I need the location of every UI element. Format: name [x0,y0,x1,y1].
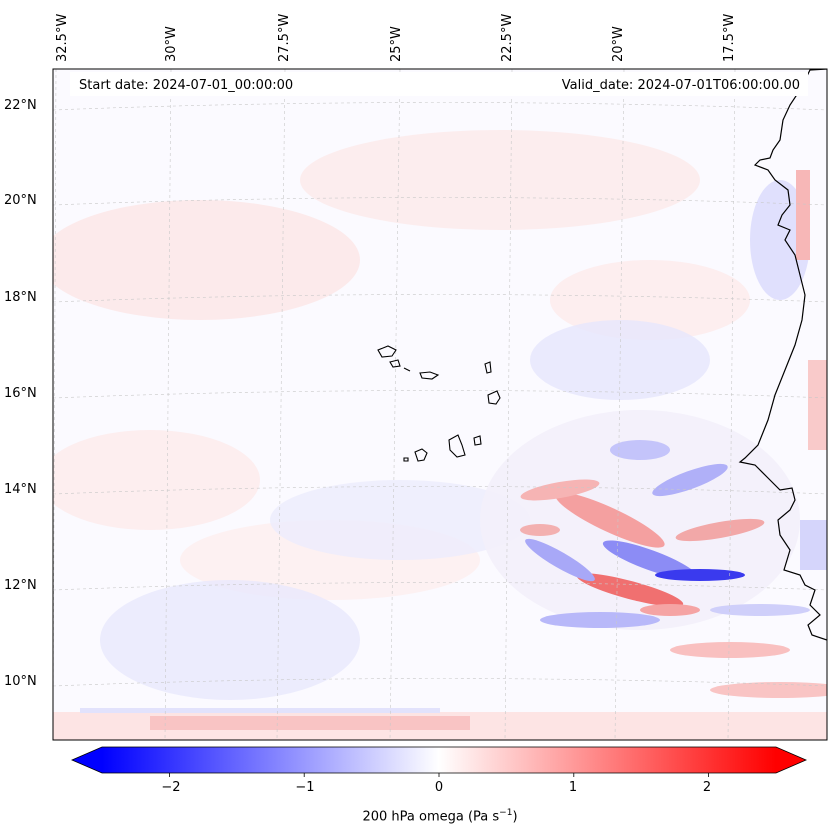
lon-label: 32.5°W [55,13,70,62]
colorbar [70,746,808,777]
lon-label: 27.5°W [277,13,292,62]
lon-label: 20°W [611,26,626,62]
lat-label: 14°N [4,482,37,497]
colorbar-tick-label: −1 [295,780,315,795]
colorbar-tick-label: 2 [702,780,712,795]
start-date-label: Start date: 2024-07-01_00:00:00 [79,78,294,93]
lat-label: 12°N [4,578,37,593]
colorbar-tick-label: 0 [434,780,444,795]
lon-label: 25°W [389,26,404,62]
colorbar-min-extend [72,747,102,773]
valid-date-label: Valid_date: 2024-07-01T06:00:00.00 [561,78,800,93]
colorbar-tick-label: −2 [161,780,181,795]
cape-verde-islands [377,345,501,462]
lon-label: 22.5°W [500,13,515,62]
coastline [738,69,827,641]
colorbar-label: 200 hPa omega (Pa s−1) [362,808,518,825]
omega-field [53,69,827,740]
header-band [70,72,808,96]
lat-label: 10°N [4,674,37,689]
lon-label: 30°W [164,26,179,62]
colorbar-max-extend [776,747,806,773]
colorbar-tick-label: 1 [568,780,578,795]
lat-label: 20°N [4,193,37,208]
lat-label: 22°N [4,98,37,113]
lat-label: 16°N [4,386,37,401]
lon-label: 17.5°W [722,13,737,62]
map-frame [52,68,828,741]
lat-label: 18°N [4,290,37,305]
colorbar-gradient [102,747,776,773]
